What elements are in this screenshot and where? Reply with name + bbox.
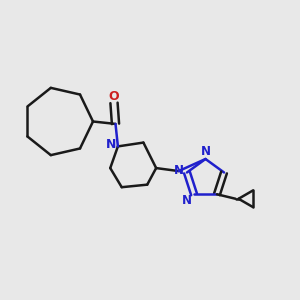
Text: N: N xyxy=(174,164,184,178)
Text: O: O xyxy=(109,90,119,103)
Text: N: N xyxy=(200,145,211,158)
Text: N: N xyxy=(106,138,116,152)
Text: N: N xyxy=(182,194,191,207)
